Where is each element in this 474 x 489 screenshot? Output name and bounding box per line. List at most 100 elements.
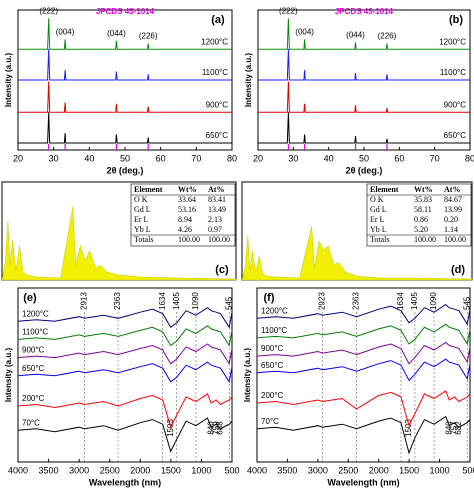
table-cell: 1.14 (444, 225, 458, 234)
peak-label: (004) (56, 28, 75, 37)
x-tick-label: 50 (359, 153, 369, 163)
x-tick-label: 30 (288, 153, 298, 163)
x-tick-label: 40 (324, 153, 334, 163)
x-tick-label: 4000 (247, 465, 267, 475)
series-label: 70°C (22, 418, 40, 427)
series-line (256, 323, 471, 346)
peak-label: (044) (346, 30, 365, 39)
series-label: 1100°C (202, 68, 228, 77)
series-line (17, 361, 233, 384)
x-tick-label: 30 (49, 153, 59, 163)
x-tick-label: 1500 (161, 465, 181, 475)
x-axis-label: 2θ (deg.) (107, 165, 144, 175)
x-axis-label: Wavelength (nm) (89, 477, 161, 487)
series-label: 650°C (444, 131, 467, 140)
table-cell: Totals (370, 235, 389, 244)
series-line (18, 112, 232, 144)
x-tick-label: 1000 (430, 465, 450, 475)
spectrum-area (241, 226, 473, 281)
x-tick-label: 1000 (191, 465, 211, 475)
table-cell: O K (370, 195, 384, 204)
table-cell: 35.83 (414, 195, 432, 204)
peak-label: 1503 (404, 419, 413, 437)
panel-label: (f) (264, 292, 275, 304)
table-cell: 8.94 (178, 215, 192, 224)
table-cell: Yb L (370, 225, 387, 234)
series-label: 650°C (206, 131, 229, 140)
series-line (256, 358, 471, 382)
x-tick-label: 1500 (399, 465, 419, 475)
series-line (18, 18, 232, 50)
series-line (256, 415, 471, 455)
series-label: 650°C (261, 361, 284, 370)
x-tick-label: 3500 (39, 465, 59, 475)
y-axis-label: Intensity (a.u.) (244, 53, 253, 108)
panel-label: (b) (449, 14, 463, 26)
x-tick-label: 80 (465, 153, 474, 163)
x-tick-label: 60 (156, 153, 166, 163)
plot-frame (256, 287, 471, 463)
spectrum-area (1, 206, 237, 281)
peak-label: 1503 (166, 419, 175, 437)
table-cell: 84.67 (444, 195, 462, 204)
series-line (256, 390, 471, 428)
table-box (130, 183, 236, 247)
table-cell: 58.11 (414, 205, 432, 214)
peak-label: 2913 (80, 292, 89, 310)
peak-label: (004) (295, 28, 314, 37)
peak-label: 545 (224, 296, 233, 310)
x-tick-label: 2500 (338, 465, 358, 475)
x-tick-label: 20 (13, 153, 23, 163)
y-axis-label: Intensity (a.u.) (4, 348, 13, 403)
peak-label: (222) (279, 7, 298, 16)
peak-label: 840 (444, 421, 453, 435)
x-tick-label: 3500 (277, 465, 297, 475)
x-tick-label: 2500 (100, 465, 120, 475)
series-line (18, 81, 232, 113)
peak-label: 545 (462, 296, 471, 310)
x-tick-label: 3000 (69, 465, 89, 475)
series-line (17, 307, 233, 329)
peak-label: 1634 (396, 292, 405, 310)
peak-label: 2363 (113, 292, 122, 310)
series-line (256, 341, 471, 365)
peak-label: 759 (211, 421, 220, 435)
table-header: At% (444, 185, 460, 194)
table-cell: Totals (134, 235, 153, 244)
peak-label: 1405 (410, 292, 419, 310)
table-cell: 13.49 (208, 205, 226, 214)
peak-label: (226) (139, 32, 158, 41)
table-cell: Yb L (134, 225, 151, 234)
x-tick-label: 70 (191, 153, 201, 163)
series-line (17, 343, 233, 366)
series-line (258, 112, 470, 144)
table-cell: 100.00 (178, 235, 200, 244)
panel-label: (e) (23, 292, 37, 304)
table-cell: Gd L (134, 205, 151, 214)
table-cell: 83.41 (208, 195, 226, 204)
series-label: 650°C (22, 364, 45, 373)
series-label: 900°C (22, 346, 45, 355)
x-tick-label: 500 (462, 465, 474, 475)
x-tick-label: 2000 (369, 465, 389, 475)
series-label: 900°C (261, 344, 284, 353)
x-tick-label: 3000 (308, 465, 328, 475)
x-tick-label: 2000 (130, 465, 150, 475)
peak-label: 840 (206, 421, 215, 435)
chart-title: JPCDS 43-1014 (96, 7, 155, 16)
table-header: Wt% (178, 185, 197, 194)
table-cell: 4.26 (178, 225, 192, 234)
peak-label: 1405 (172, 292, 181, 310)
table-cell: 0.97 (208, 225, 222, 234)
series-label: 1200°C (22, 309, 49, 318)
table-header: Element (370, 185, 399, 194)
panel-label: (d) (451, 264, 465, 276)
table-cell: 5.20 (414, 225, 428, 234)
y-axis-label: Intensity (a.u.) (4, 53, 13, 108)
table-cell: O K (134, 195, 148, 204)
series-label: 1200°C (439, 37, 466, 46)
series-line (258, 49, 470, 81)
x-tick-label: 4000 (8, 465, 28, 475)
series-line (258, 18, 470, 50)
